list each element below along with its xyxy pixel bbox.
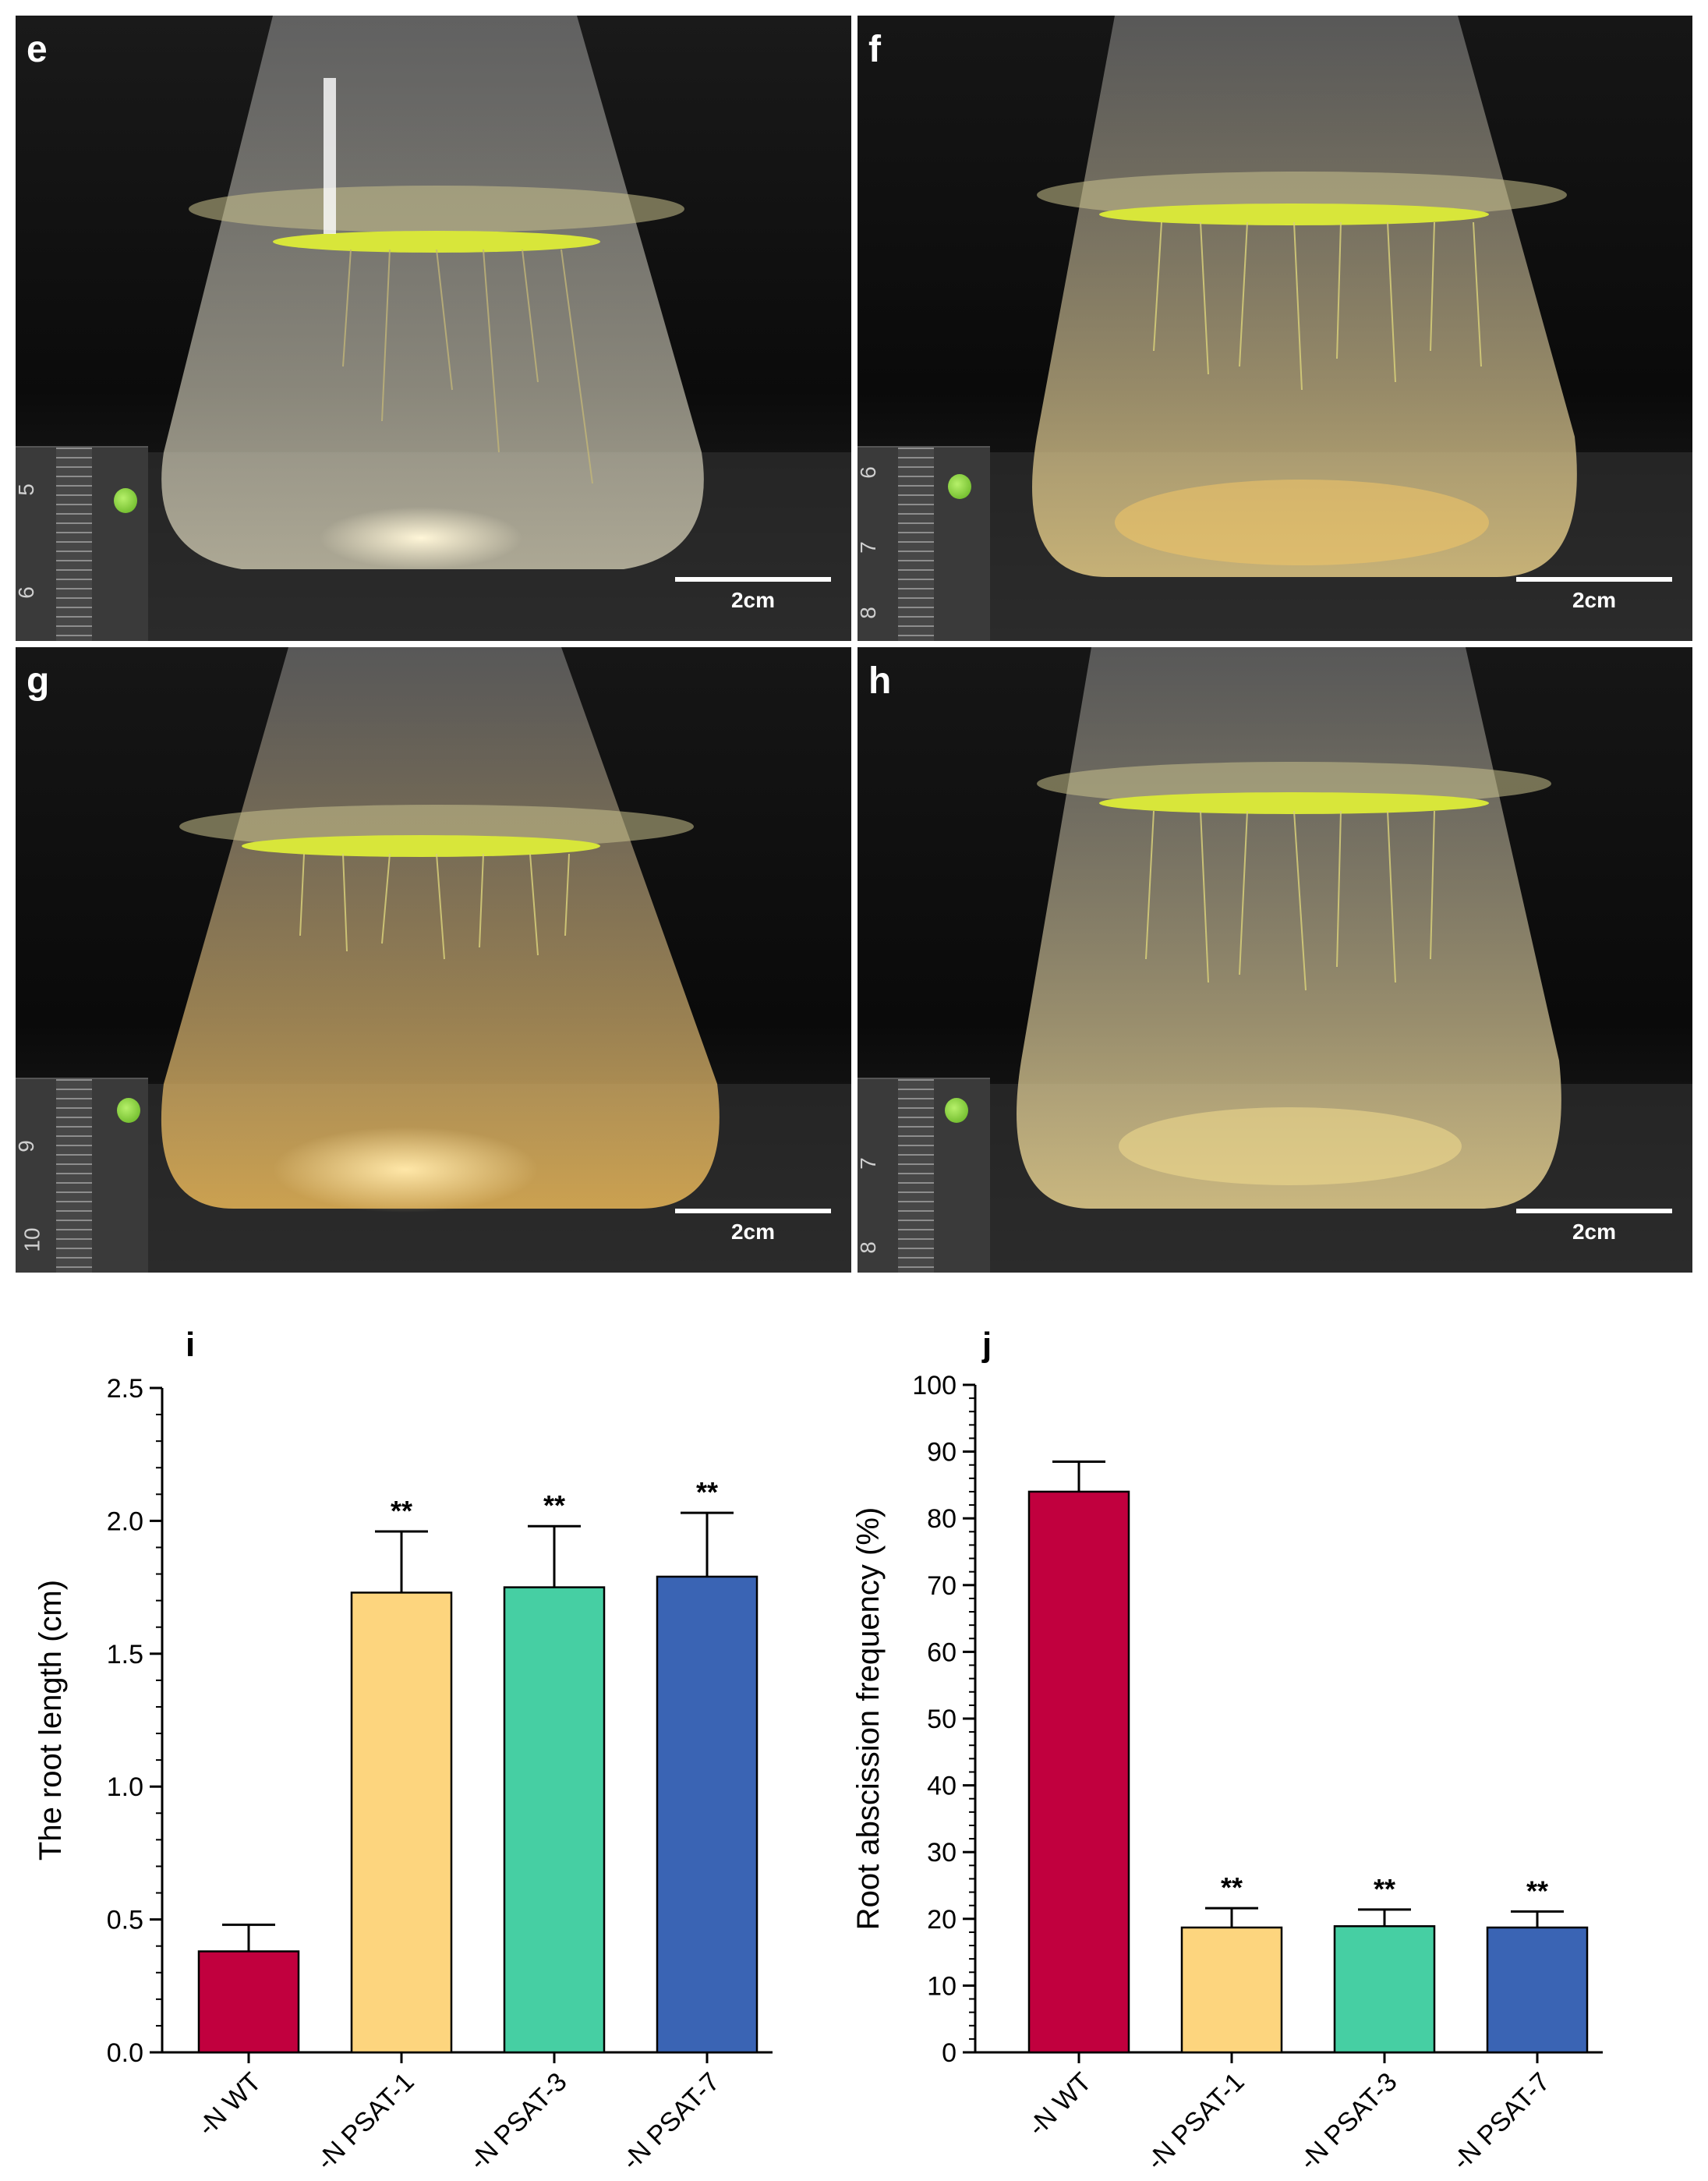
x-tick-label: -N PSAT-3 xyxy=(1294,2067,1403,2176)
scale-bar: 2cm xyxy=(1516,577,1672,624)
panel-label: g xyxy=(27,660,50,702)
y-tick-label: 50 xyxy=(927,1705,957,1734)
chart-panel-label-j: j xyxy=(982,1326,992,1364)
y-tick-label: 1.0 xyxy=(107,1772,143,1802)
x-tick-label: -N PSAT-7 xyxy=(1447,2067,1556,2176)
scale-bar: 2cm xyxy=(1516,1209,1672,1255)
photo-panel-f: 6 7 8 f 2cm xyxy=(858,16,1692,641)
y-tick-label: 60 xyxy=(927,1638,957,1667)
duckweed-seedling xyxy=(117,1098,140,1123)
y-tick-label: 20 xyxy=(927,1905,957,1935)
scale-bar: 2cm xyxy=(675,577,831,624)
y-tick-label: 10 xyxy=(927,1971,957,2001)
bar xyxy=(1486,1926,1589,2054)
y-tick-label: 70 xyxy=(927,1571,957,1601)
y-tick-label: 80 xyxy=(927,1504,957,1534)
x-tick-label: -N PSAT-1 xyxy=(1141,2067,1250,2176)
scale-bar-label: 2cm xyxy=(730,1220,776,1244)
ruler-number: 6 xyxy=(16,586,38,599)
duckweed-seedling xyxy=(945,1098,968,1123)
ruler-inset: 6 7 8 xyxy=(858,446,990,641)
y-tick-label: 2.5 xyxy=(107,1374,143,1404)
significance-mark: ** xyxy=(1526,1875,1548,1907)
flask-photo-f xyxy=(858,16,1692,641)
scale-bar-label: 2cm xyxy=(730,588,776,612)
bar xyxy=(1027,1490,1130,2054)
y-axis-label: The root length (cm) xyxy=(34,1580,68,1861)
bar xyxy=(503,1586,606,2054)
photo-panel-e: 5 6 e 2cm xyxy=(16,16,851,641)
significance-mark: ** xyxy=(696,1476,718,1508)
root-abscission-bar-chart: 0 10 20 30 40 50 60 70 80 90 100 Root abscission fr… xyxy=(851,1371,1603,2176)
ruler-number: 6 xyxy=(858,466,880,479)
ruler-inset: 7 8 xyxy=(858,1078,990,1273)
x-tick-label: -N WT xyxy=(192,2067,267,2142)
x-tick-label: -N WT xyxy=(1022,2067,1097,2142)
y-tick-label: 0.0 xyxy=(107,2038,143,2068)
photo-panel-g: 9 10 g 2cm xyxy=(16,647,851,1273)
y-tick-label: 30 xyxy=(927,1838,957,1868)
significance-mark: ** xyxy=(543,1489,565,1521)
y-tick-label: 100 xyxy=(912,1371,957,1400)
ruler-inset: 5 6 xyxy=(16,446,148,641)
duckweed-seedling xyxy=(948,474,971,499)
flask-photo-e xyxy=(16,16,851,641)
x-tick-label: -N PSAT-3 xyxy=(464,2067,573,2176)
ruler-number: 7 xyxy=(858,1157,880,1170)
ruler-inset: 9 10 xyxy=(16,1078,148,1273)
scale-bar: 2cm xyxy=(675,1209,831,1255)
ruler-number: 8 xyxy=(858,607,880,619)
y-tick-label: 0 xyxy=(942,2038,957,2068)
bar xyxy=(1333,1924,1436,2054)
photo-panel-h: 7 8 h 2cm xyxy=(858,647,1692,1273)
ruler-number: 8 xyxy=(858,1241,880,1254)
chart-panel-label-i: i xyxy=(186,1326,196,1364)
root-length-bar-chart: 0.0 0.5 1.0 1.5 2.0 2.5 The root length (cm) -N… xyxy=(34,1374,773,2176)
scale-bar-label: 2cm xyxy=(1572,588,1617,612)
panel-label: f xyxy=(868,29,881,70)
ruler-number: 7 xyxy=(858,541,880,554)
y-tick-label: 40 xyxy=(927,1772,957,1801)
bar xyxy=(1180,1926,1283,2054)
x-tick-label: -N PSAT-7 xyxy=(617,2067,726,2176)
ruler-scale xyxy=(898,1079,934,1273)
panel-label: h xyxy=(868,660,892,702)
significance-mark: ** xyxy=(1374,1873,1395,1905)
y-tick-label: 1.5 xyxy=(107,1640,143,1669)
y-tick-label: 0.5 xyxy=(107,1906,143,1935)
x-tick-label: -N PSAT-1 xyxy=(311,2067,420,2176)
flask-photo-h xyxy=(858,647,1692,1273)
ruler-number: 9 xyxy=(16,1140,38,1152)
ruler-number: 10 xyxy=(19,1227,44,1252)
ruler-scale xyxy=(56,1079,92,1273)
y-tick-label: 90 xyxy=(927,1438,957,1468)
ruler-number: 5 xyxy=(16,483,38,496)
panel-label: e xyxy=(27,29,48,70)
bar xyxy=(656,1575,759,2054)
duckweed-seedling xyxy=(114,488,137,513)
significance-mark: ** xyxy=(1221,1871,1243,1903)
bar xyxy=(350,1591,453,2054)
ruler-scale xyxy=(898,448,934,641)
ruler-scale xyxy=(56,448,92,641)
y-tick-label: 2.0 xyxy=(107,1507,143,1536)
bar xyxy=(197,1950,300,2054)
significance-mark: ** xyxy=(391,1495,412,1527)
scale-bar-label: 2cm xyxy=(1572,1220,1617,1244)
flask-photo-g xyxy=(16,647,851,1273)
y-axis-label: Root abscission frequency (%) xyxy=(851,1507,886,1930)
